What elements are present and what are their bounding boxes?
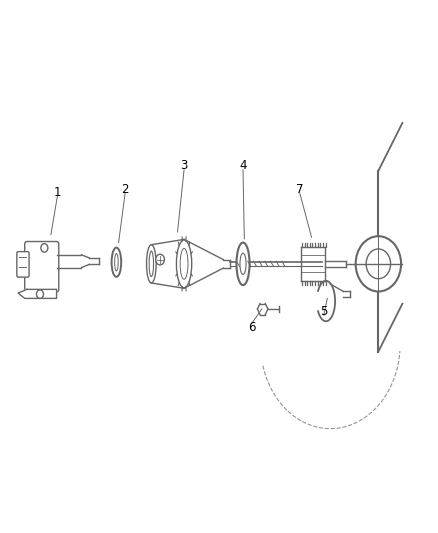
- Ellipse shape: [149, 251, 153, 277]
- Text: 2: 2: [121, 183, 129, 196]
- Circle shape: [41, 244, 48, 252]
- FancyBboxPatch shape: [25, 241, 59, 292]
- Text: 7: 7: [296, 183, 304, 196]
- Circle shape: [36, 290, 43, 298]
- Circle shape: [155, 254, 164, 265]
- Ellipse shape: [180, 248, 188, 279]
- Ellipse shape: [147, 245, 156, 283]
- Ellipse shape: [112, 248, 121, 277]
- Circle shape: [356, 236, 401, 292]
- Polygon shape: [18, 289, 57, 298]
- Circle shape: [366, 249, 391, 279]
- Text: 4: 4: [239, 159, 247, 172]
- Text: 1: 1: [54, 185, 61, 199]
- Ellipse shape: [115, 254, 118, 271]
- Text: 5: 5: [320, 305, 328, 318]
- Ellipse shape: [237, 243, 250, 285]
- Ellipse shape: [240, 253, 246, 274]
- Text: 6: 6: [248, 321, 255, 334]
- Text: 3: 3: [180, 159, 188, 172]
- FancyBboxPatch shape: [17, 252, 29, 277]
- Ellipse shape: [177, 240, 192, 288]
